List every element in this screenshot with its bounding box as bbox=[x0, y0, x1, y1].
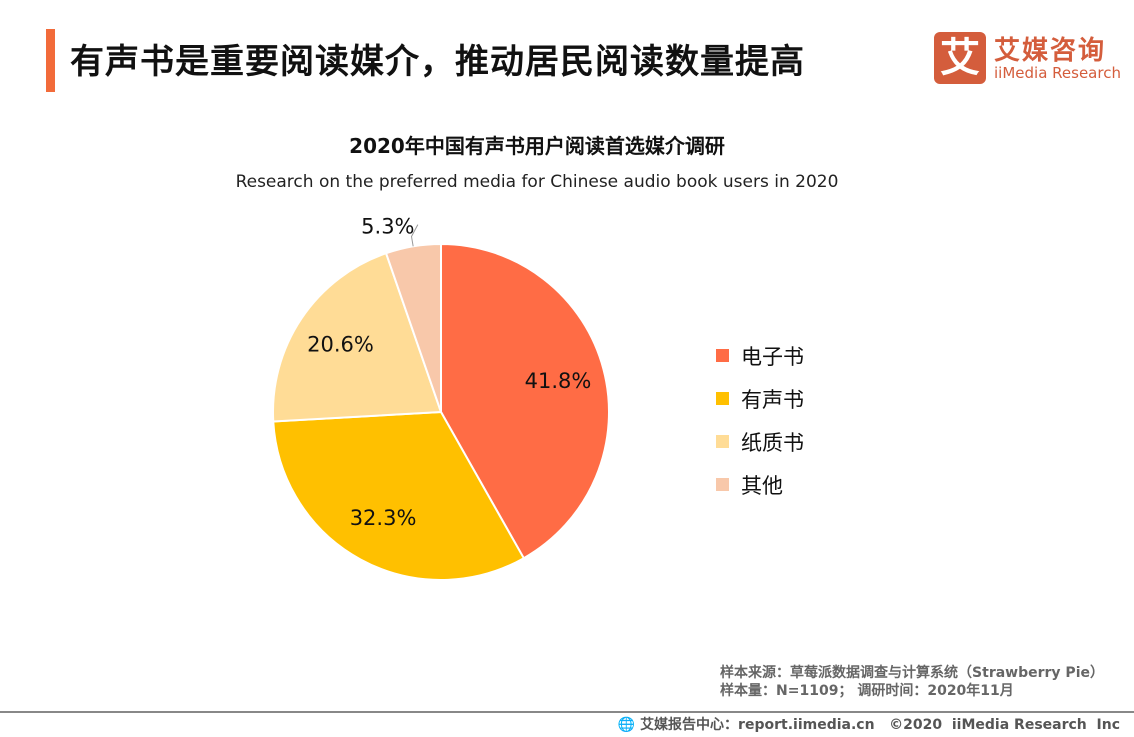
legend-swatch bbox=[716, 349, 729, 362]
legend-label: 其他 bbox=[741, 473, 783, 498]
chart-title: 2020年中国有声书用户阅读首选媒介调研 bbox=[349, 134, 725, 158]
footer-divider bbox=[0, 711, 1134, 713]
legend-label: 有声书 bbox=[741, 387, 804, 412]
leader-line bbox=[410, 224, 419, 247]
pie-slice-2 bbox=[272, 251, 443, 423]
footer: 🌐 艾媒报告中心：report.iimedia.cn ©2020 iiMedia… bbox=[618, 714, 1120, 734]
legend-swatch bbox=[716, 392, 729, 405]
logo-mark: 艾 bbox=[934, 32, 986, 84]
legend-item: 其他 bbox=[716, 463, 804, 506]
data-label: 41.8% bbox=[525, 369, 592, 393]
source-notes: 样本来源：草莓派数据调查与计算系统（Strawberry Pie） 样本量：N=… bbox=[720, 664, 1104, 700]
legend-item: 电子书 bbox=[716, 334, 804, 377]
data-label: 20.6% bbox=[307, 333, 374, 357]
iimedia-logo: 艾 艾媒咨询 iiMedia Research bbox=[934, 32, 1121, 84]
chart-subtitle: Research on the preferred media for Chin… bbox=[235, 172, 839, 192]
legend-swatch bbox=[716, 478, 729, 491]
legend: 电子书有声书纸质书其他 bbox=[716, 334, 804, 506]
pie-slice-0 bbox=[440, 242, 610, 560]
legend-label: 纸质书 bbox=[741, 430, 804, 455]
legend-label: 电子书 bbox=[741, 344, 804, 369]
data-label: 5.3% bbox=[361, 215, 414, 239]
globe-icon: 🌐 bbox=[617, 717, 641, 733]
logo-cn: 艾媒咨询 bbox=[994, 36, 1107, 66]
source-note: 样本来源：草莓派数据调查与计算系统（Strawberry Pie） bbox=[720, 665, 1104, 681]
sample-note: 样本量：N=1109； 调研时间：2020年11月 bbox=[720, 683, 1014, 699]
legend-swatch bbox=[716, 435, 729, 448]
data-label: 32.3% bbox=[350, 506, 417, 530]
page-title: 有声书是重要阅读媒介，推动居民阅读数量提高 bbox=[70, 42, 805, 82]
pie-slice-1 bbox=[272, 410, 526, 581]
legend-item: 有声书 bbox=[716, 377, 804, 420]
logo-en: iiMedia Research bbox=[994, 64, 1121, 82]
legend-item: 纸质书 bbox=[716, 420, 804, 463]
footer-text: 艾媒报告中心：report.iimedia.cn ©2020 iiMedia R… bbox=[640, 717, 1120, 733]
title-accent-bar bbox=[46, 29, 55, 92]
